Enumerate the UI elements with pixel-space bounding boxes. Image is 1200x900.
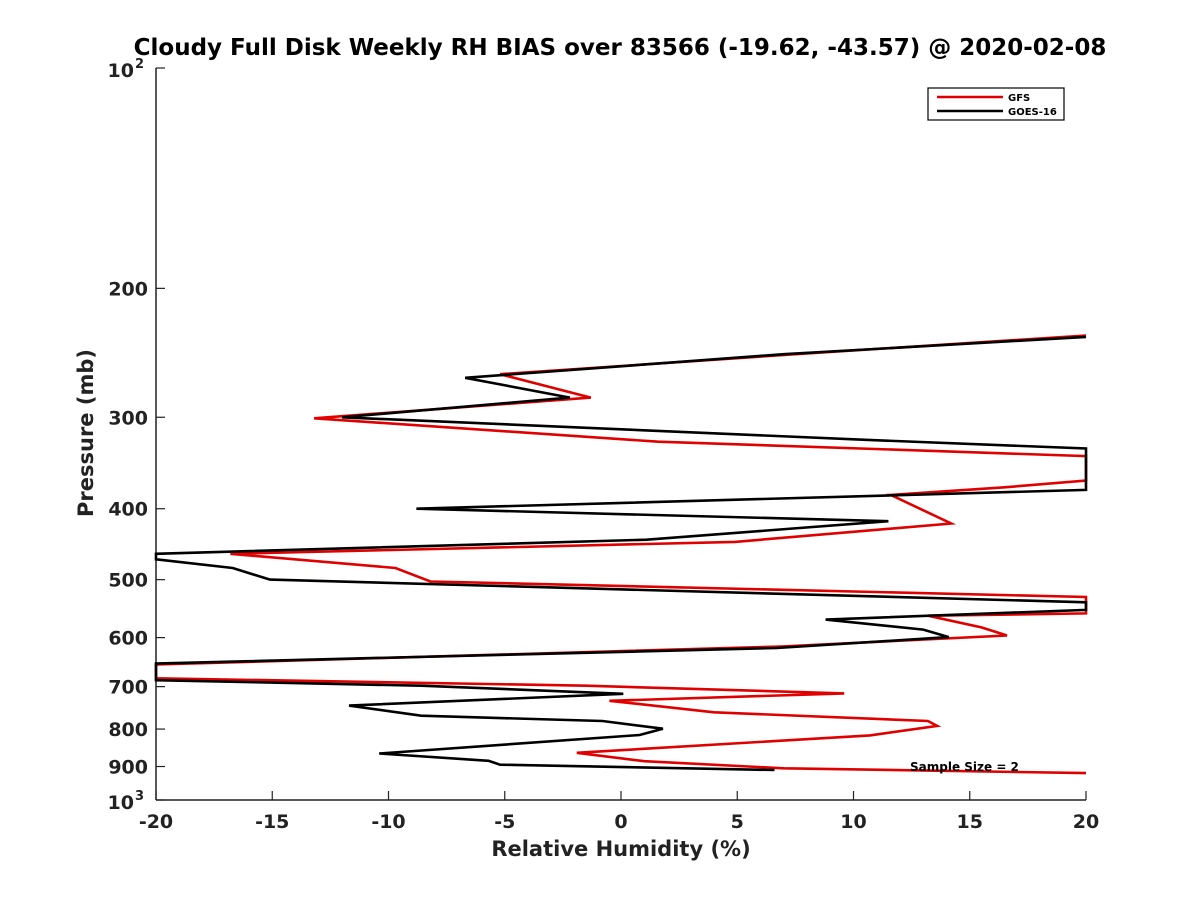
legend: GFS GOES-16: [927, 87, 1065, 121]
y-tick-label: 600: [108, 628, 148, 650]
series-line-goes16: [154, 335, 1088, 772]
y-tick-label-exponent: 3: [135, 789, 144, 804]
x-tick-label: 5: [731, 811, 744, 833]
x-tick-label: 0: [614, 811, 627, 833]
x-tick-label: -20: [139, 811, 173, 833]
y-axis-label: Pressure (mb): [74, 349, 98, 517]
legend-box: [927, 87, 1065, 121]
x-tick-label: -10: [371, 811, 405, 833]
y-tick-label: 10: [108, 792, 134, 814]
x-tick-label: 20: [1073, 811, 1099, 833]
legend-label-goes16: GOES-16: [1008, 107, 1057, 118]
series-line-gfs: [154, 334, 1088, 775]
y-tick-label: 300: [108, 407, 148, 429]
x-tick-label: 15: [957, 811, 983, 833]
chart-title: Cloudy Full Disk Weekly RH BIAS over 835…: [134, 35, 1107, 61]
x-axis-label: Relative Humidity (%): [491, 837, 750, 861]
sample-size-annotation: Sample Size = 2: [910, 760, 1019, 774]
plot-frame: [155, 68, 1086, 801]
y-tick-label: 900: [108, 757, 148, 779]
series-layer: [154, 334, 1088, 775]
x-axis-ticks: -20 -15 -10 -5 0 5 10 15 20: [139, 791, 1099, 833]
y-tick-label: 500: [108, 570, 148, 592]
legend-label-gfs: GFS: [1008, 93, 1030, 104]
x-tick-label: -15: [255, 811, 289, 833]
x-tick-label: 10: [840, 811, 866, 833]
y-tick-label: 400: [108, 499, 148, 521]
y-tick-label: 800: [108, 719, 148, 741]
y-tick-label: 10: [108, 60, 134, 82]
x-tick-label: -5: [494, 811, 515, 833]
y-tick-label: 700: [108, 677, 148, 699]
y-tick-label-exponent: 2: [135, 57, 144, 72]
y-tick-label: 200: [108, 278, 148, 300]
